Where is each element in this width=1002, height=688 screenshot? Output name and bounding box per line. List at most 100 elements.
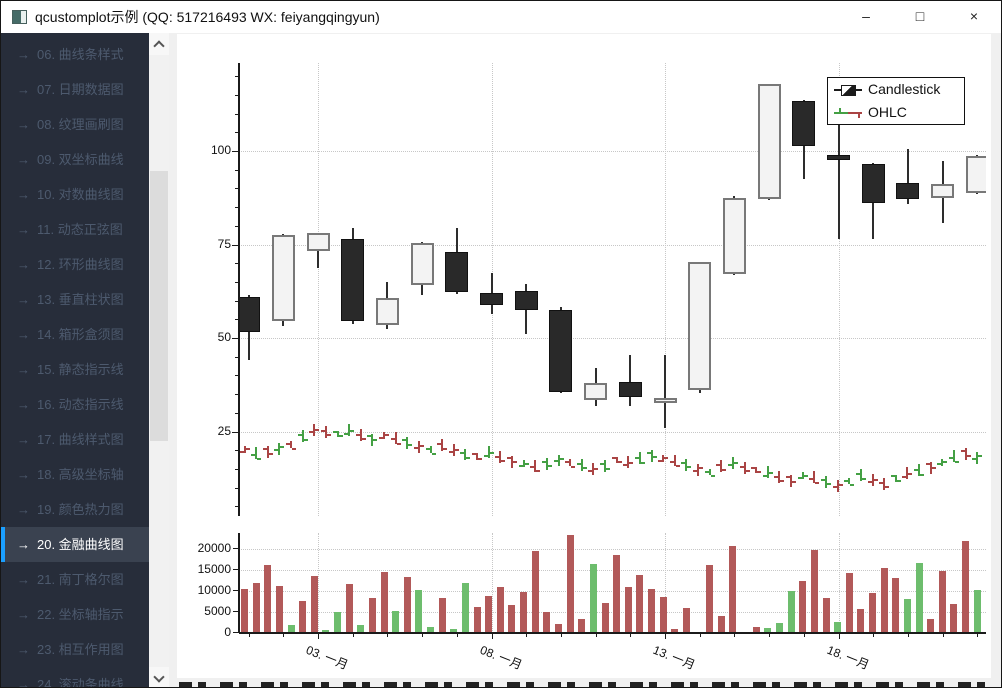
vol-x-tick-day3	[318, 633, 319, 639]
ohlc-close-tick	[303, 438, 308, 441]
sidebar-item-17[interactable]: → 17. 曲线样式图	[1, 422, 149, 457]
ohlc-mark	[627, 455, 630, 468]
ohlc-open-tick	[960, 450, 965, 453]
sidebar-item-09[interactable]: → 09. 双坐标曲线	[1, 142, 149, 177]
main-y-label-50: 50	[217, 330, 231, 344]
ohlc-mark	[417, 441, 420, 454]
vol-x-tick-day14	[699, 633, 701, 637]
volume-bar	[543, 612, 551, 633]
ohlc-open-tick	[472, 453, 477, 456]
ohlc-close-tick	[501, 460, 506, 463]
sidebar-item-16[interactable]: → 16. 动态指示线	[1, 387, 149, 422]
sidebar-item-12[interactable]: → 12. 环形曲线图	[1, 247, 149, 282]
candle-body-day7	[445, 252, 469, 293]
ohlc-open-tick	[855, 473, 860, 476]
sidebar-item-19[interactable]: → 19. 颜色热力图	[1, 492, 149, 527]
vol-y-tick-0	[233, 632, 239, 633]
main-y-subtick	[235, 356, 239, 358]
arrow-icon: →	[17, 572, 30, 587]
sidebar-item-14[interactable]: → 14. 箱形盒须图	[1, 317, 149, 352]
volume-bar	[275, 585, 283, 633]
sidebar-item-label: 08. 纹理画刷图	[37, 117, 124, 132]
ohlc-open-tick	[239, 450, 244, 453]
arrow-icon: →	[17, 642, 30, 657]
volume-bar	[799, 580, 807, 633]
vol-x-tick-day11	[595, 633, 597, 637]
ohlc-mark	[592, 462, 595, 475]
ohlc-open-tick	[890, 475, 895, 478]
scroll-down-button[interactable]	[149, 667, 169, 687]
ohlc-close-tick	[478, 457, 483, 460]
x-axis-label-day3: 03. 一月	[304, 642, 351, 673]
volume-bar	[671, 629, 679, 633]
arrow-icon: →	[17, 502, 30, 517]
ohlc-mark	[720, 460, 723, 473]
ohlc-mark	[557, 454, 560, 467]
ohlc-open-tick	[483, 454, 488, 457]
vol-y-tick-15000	[233, 569, 239, 570]
scroll-up-button[interactable]	[149, 33, 169, 55]
sidebar-item-label: 22. 坐标轴指示	[37, 607, 124, 622]
candle-body-day6	[410, 242, 434, 286]
ohlc-close-tick	[385, 434, 390, 437]
ohlc-close-tick	[931, 467, 936, 470]
sidebar-item-23[interactable]: → 23. 相互作用图	[1, 632, 149, 667]
volume-plot-area[interactable]	[239, 533, 986, 633]
ohlc-open-tick	[611, 456, 616, 459]
ohlc-close-tick	[850, 484, 855, 487]
volume-bar	[927, 619, 935, 633]
sidebar-item-21[interactable]: → 21. 南丁格尔图	[1, 562, 149, 597]
sidebar-item-11[interactable]: → 11. 动态正弦图	[1, 212, 149, 247]
vol-x-tick-day21	[942, 633, 944, 637]
candlestick-plot-area[interactable]	[239, 63, 986, 516]
sidebar-item-24[interactable]: → 24. 滚动条曲线	[1, 667, 149, 688]
gridline-y-75	[239, 244, 986, 246]
volume-bar	[438, 597, 446, 633]
ohlc-close-tick	[326, 434, 331, 437]
sidebar-item-label: 09. 双坐标曲线	[37, 152, 124, 167]
close-button[interactable]: ×	[969, 8, 979, 24]
ohlc-mark	[906, 467, 909, 480]
ohlc-mark	[569, 459, 572, 466]
scrollbar-thumb[interactable]	[150, 171, 168, 441]
sidebar-item-label: 10. 对数曲线图	[37, 187, 124, 202]
ohlc-mark	[976, 451, 979, 464]
sidebar-item-22[interactable]: → 22. 坐标轴指示	[1, 597, 149, 632]
ohlc-open-tick	[821, 478, 825, 481]
main-y-subtick	[235, 169, 239, 171]
sidebar-item-label: 24. 滚动条曲线	[37, 677, 124, 688]
main-y-subtick	[235, 76, 239, 78]
ohlc-mark	[301, 430, 304, 443]
ohlc-mark	[545, 458, 548, 470]
vol-x-tick-day19	[873, 633, 875, 637]
maximize-button[interactable]: □	[915, 8, 925, 24]
sidebar-item-10[interactable]: → 10. 对数曲线图	[1, 177, 149, 212]
volume-bar	[938, 570, 946, 633]
sidebar-item-label: 18. 高级坐标轴	[37, 467, 124, 482]
sidebar-item-15[interactable]: → 15. 静态指示线	[1, 352, 149, 387]
sidebar-item-08[interactable]: → 08. 纹理画刷图	[1, 107, 149, 142]
sidebar-item-07[interactable]: → 07. 日期数据图	[1, 72, 149, 107]
ohlc-mark	[313, 423, 316, 436]
ohlc-mark	[406, 436, 409, 449]
minimize-button[interactable]: –	[862, 8, 870, 24]
main-y-tick-50	[232, 338, 239, 339]
ohlc-mark	[278, 442, 281, 455]
title-bar[interactable]: qcustomplot示例 (QQ: 517216493 WX: feiyang…	[1, 1, 1001, 33]
ohlc-open-tick	[716, 464, 721, 467]
volume-bar	[496, 587, 504, 633]
sidebar-item-13[interactable]: → 13. 垂直柱状图	[1, 282, 149, 317]
ohlc-open-tick	[367, 434, 372, 437]
ohlc-close-tick	[757, 471, 762, 474]
candle-body-day8	[480, 293, 503, 306]
sidebar-item-18[interactable]: → 18. 高级坐标轴	[1, 457, 149, 492]
sidebar-item-06[interactable]: → 06. 曲线条样式	[1, 37, 149, 72]
sidebar-scrollbar[interactable]	[149, 33, 169, 687]
ohlc-open-tick	[506, 456, 511, 459]
ohlc-mark	[580, 458, 583, 471]
ohlc-mark	[510, 455, 513, 468]
sidebar-item-20[interactable]: → 20. 金融曲线图	[1, 527, 149, 562]
ohlc-open-tick	[751, 466, 756, 469]
ohlc-open-tick	[402, 439, 407, 442]
main-y-tick-75	[232, 244, 239, 246]
